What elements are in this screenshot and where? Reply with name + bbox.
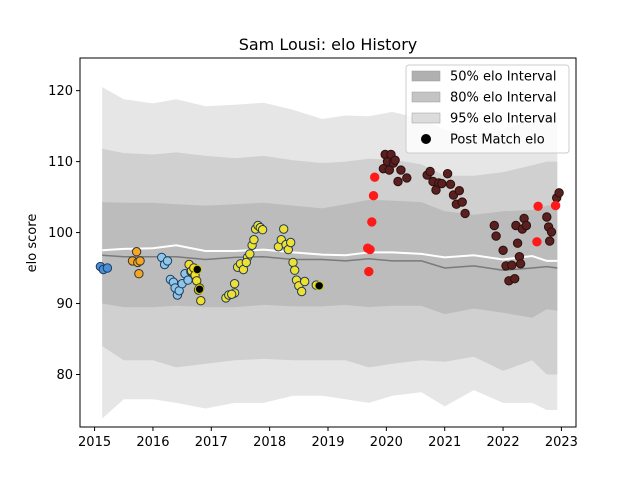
- match-point: [286, 237, 296, 248]
- match-point: [546, 227, 557, 237]
- match-point: [445, 179, 456, 190]
- legend-marker: [421, 134, 431, 144]
- match-point: [491, 231, 501, 241]
- y-tick-label: 100: [48, 226, 73, 241]
- x-tick-label: 2016: [136, 435, 169, 450]
- match-point: [364, 266, 374, 277]
- match-point: [498, 245, 508, 256]
- match-point: [507, 260, 517, 270]
- x-tick-label: 2021: [428, 435, 461, 450]
- y-tick-label: 80: [56, 368, 73, 383]
- match-point: [196, 296, 206, 306]
- match-point: [457, 197, 467, 207]
- match-point: [131, 247, 142, 257]
- match-point: [241, 257, 252, 268]
- mean-line: [102, 244, 558, 262]
- match-point: [135, 256, 145, 266]
- y-tick-label: 120: [48, 84, 73, 99]
- match-point: [515, 259, 526, 269]
- match-point: [297, 286, 307, 297]
- chart-title: Sam Lousi: elo History: [239, 35, 418, 54]
- x-tick-label: 2023: [545, 435, 578, 450]
- match-point: [300, 276, 310, 287]
- match-point: [437, 178, 447, 189]
- y-tick-label: 90: [56, 297, 73, 312]
- match-point: [545, 236, 555, 246]
- match-point: [229, 279, 240, 289]
- match-point: [393, 176, 403, 187]
- match-point: [194, 284, 205, 294]
- legend-label: 95% elo Interval: [450, 112, 557, 127]
- match-point: [533, 201, 543, 212]
- match-point: [245, 249, 255, 259]
- match-point: [521, 220, 532, 231]
- legend: 50% elo Interval 80% elo Interval 95% elo …: [405, 64, 570, 154]
- legend-box: [405, 64, 570, 154]
- match-point: [532, 237, 542, 247]
- match-point: [249, 235, 259, 245]
- match-point: [288, 257, 298, 268]
- match-point: [290, 265, 300, 275]
- legend-label: 50% elo Interval: [450, 70, 557, 85]
- y-tick-label: 110: [48, 155, 73, 170]
- band-p50: [102, 199, 558, 318]
- match-point: [102, 263, 113, 273]
- legend-swatch: [411, 70, 441, 82]
- match-point: [542, 212, 552, 222]
- match-point: [367, 217, 377, 227]
- x-tick-label: 2015: [78, 435, 111, 450]
- match-point: [402, 173, 412, 183]
- match-point: [489, 220, 499, 231]
- match-point: [314, 281, 324, 291]
- match-point: [454, 186, 464, 196]
- match-point: [257, 225, 268, 235]
- match-point: [368, 191, 379, 201]
- match-point: [550, 200, 561, 211]
- match-point: [279, 224, 289, 234]
- match-point: [227, 289, 237, 299]
- match-point: [192, 264, 203, 275]
- legend-label: Post Match elo: [450, 133, 545, 148]
- match-point: [365, 244, 375, 255]
- legend-label: 80% elo Interval: [450, 91, 557, 106]
- match-point: [554, 188, 564, 198]
- axes: 2015 2016 2017 2018 2019 2020 2021 2022 2023 80 90…: [48, 57, 578, 450]
- match-point: [460, 208, 470, 219]
- match-point: [396, 165, 406, 175]
- legend-swatch: [411, 91, 441, 103]
- match-point: [384, 165, 394, 175]
- x-tick-label: 2017: [195, 435, 228, 450]
- match-point: [425, 166, 435, 177]
- x-tick-label: 2019: [311, 435, 344, 450]
- match-point: [162, 256, 173, 266]
- legend-swatch: [411, 112, 441, 124]
- match-point: [442, 169, 453, 179]
- x-tick-label: 2022: [487, 435, 520, 450]
- match-point: [510, 274, 520, 284]
- y-axis-label: elo score: [25, 214, 40, 273]
- plot-area: [95, 87, 564, 419]
- plot-content: [95, 87, 564, 419]
- match-point: [134, 269, 144, 279]
- x-tick-label: 2020: [370, 435, 403, 450]
- match-point: [390, 155, 400, 165]
- x-tick-label: 2018: [253, 435, 286, 450]
- match-point: [512, 238, 523, 248]
- median-line: [102, 254, 558, 271]
- match-point: [370, 172, 380, 182]
